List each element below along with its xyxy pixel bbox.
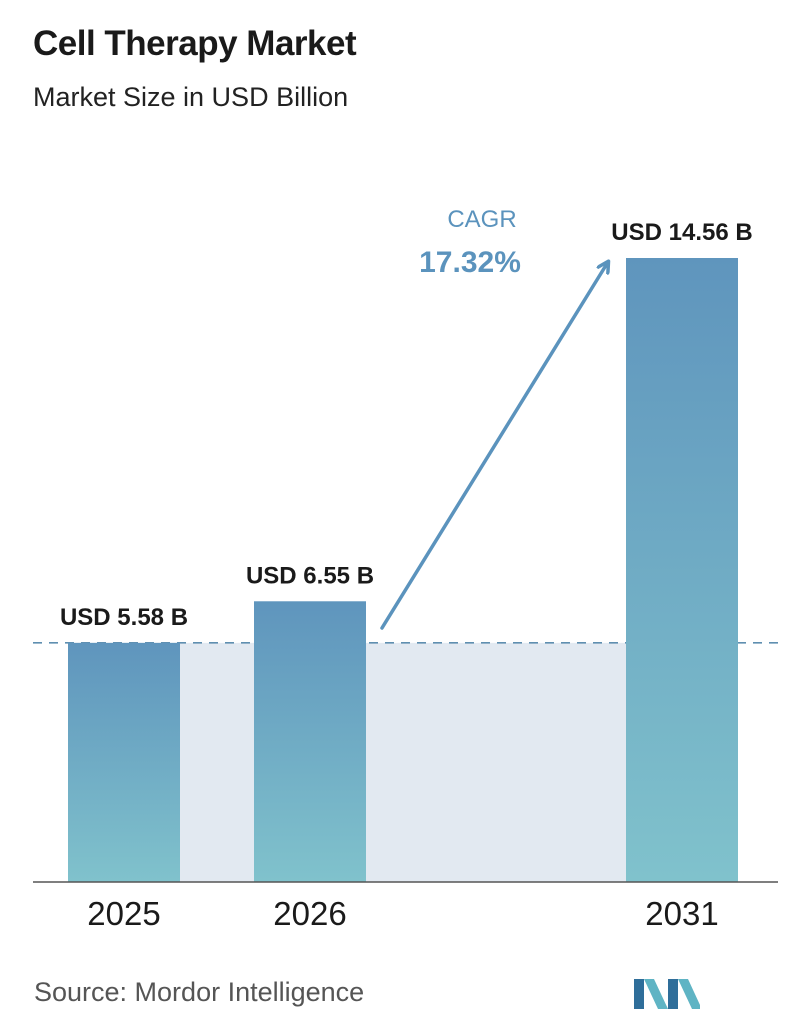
cagr-annotation: CAGR 17.32% <box>380 206 608 630</box>
chart-subtitle: Market Size in USD Billion <box>33 82 349 112</box>
bar-2026 <box>254 601 366 882</box>
data-label-2025: USD 5.58 B <box>60 604 188 631</box>
x-tick-2026: 2026 <box>273 895 346 932</box>
mordor-intelligence-logo-icon <box>634 979 700 1009</box>
bar-2025 <box>68 642 180 882</box>
cagr-value: 17.32% <box>419 246 521 279</box>
data-label-2031: USD 14.56 B <box>611 219 752 246</box>
source-note: Source: Mordor Intelligence <box>34 977 365 1007</box>
chart-title: Cell Therapy Market <box>33 24 357 63</box>
bars-layer <box>68 258 738 882</box>
x-tick-2031: 2031 <box>645 895 718 932</box>
bar-chart: USD 5.58 B 2025 USD 6.55 B 2026 USD 14.56 B 2… <box>33 206 778 932</box>
labels-layer: USD 5.58 B 2025 USD 6.55 B 2026 USD 14.56 B 2… <box>60 219 753 932</box>
x-tick-2025: 2025 <box>87 895 160 932</box>
cagr-label: CAGR <box>447 206 516 233</box>
bar-2031 <box>626 258 738 882</box>
cagr-arrow <box>380 262 608 630</box>
data-label-2026: USD 6.55 B <box>246 562 374 589</box>
